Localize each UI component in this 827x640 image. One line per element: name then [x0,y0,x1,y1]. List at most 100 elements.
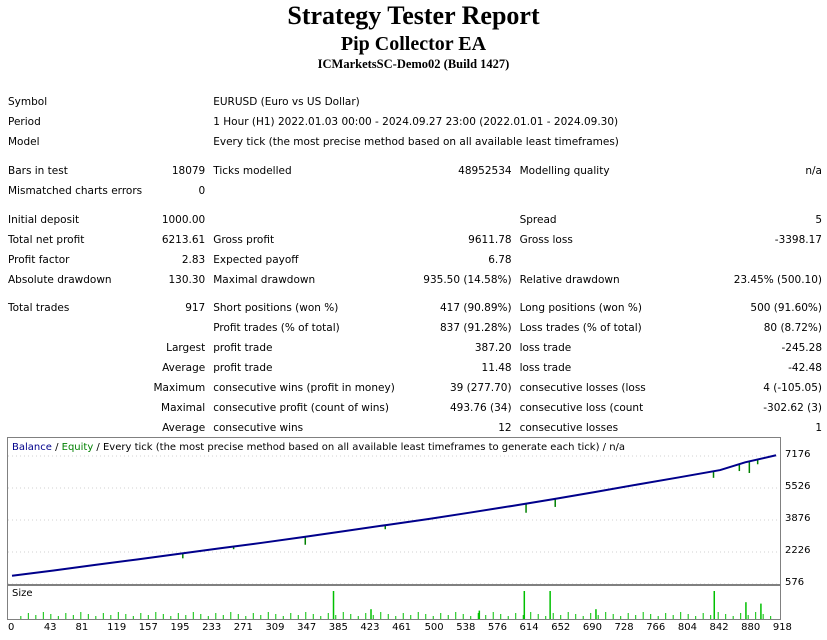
net-profit-label: Total net profit [8,234,85,246]
size-bar [110,615,112,619]
profit-factor-row: Profit factor 2.83 Expected payoff 6.78 [4,250,826,270]
size-bar [713,591,716,619]
size-bar [740,613,742,619]
size-bar [447,615,449,619]
symbol-value: EURUSD (Euro vs US Dollar) [213,96,360,108]
avg-cons-wins-value: 12 [498,422,512,434]
ea-name: Pip Collector EA [340,33,487,55]
mismatch-value: 0 [198,185,206,197]
size-bar [282,616,284,619]
initial-deposit-label: Initial deposit [8,214,80,226]
largest-profit-label: profit trade [213,342,273,354]
profit-factor-label: Profit factor [8,254,70,266]
y-tick-label: 5526 [785,481,811,492]
symbol-row: Symbol EURUSD (Euro vs US Dollar) [4,92,826,112]
size-bar [672,615,674,619]
size-bar [537,614,539,619]
x-tick-label: 195 [170,622,190,633]
loss-trades-label: Loss trades (% of total) [519,322,642,334]
drawdown-row: Absolute drawdown 130.30 Maximal drawdow… [4,270,826,290]
size-bar [380,612,382,619]
size-bar [425,614,427,619]
size-bar [605,612,607,619]
avg-profit-value: 11.48 [481,362,512,374]
size-bar [595,609,597,619]
short-positions-label: Short positions (won %) [213,302,339,314]
size-bar [327,613,329,619]
size-bar [702,613,704,619]
x-tick-label: 614 [519,622,539,633]
size-bar [657,616,659,619]
size-bar [755,612,757,619]
x-tick-label: 500 [424,622,444,633]
largest-label: Largest [166,342,206,354]
x-tick-label: 576 [487,622,507,633]
x-tick-label: 423 [360,622,380,633]
size-bar [590,613,592,619]
long-positions-label: Long positions (won %) [519,302,642,314]
bars-value: 18079 [171,165,206,177]
x-tick-label: 804 [677,622,697,633]
spread-value: 5 [815,214,822,226]
size-bar [350,614,352,619]
legend-sep: / [51,442,62,453]
y-tick-label: 2226 [785,545,811,556]
size-bar [650,614,652,619]
maximal-profit-value: 493.76 (34) [449,402,512,414]
size-bar [155,612,157,619]
size-bar [760,603,762,619]
mismatch-row: Mismatched charts errors 0 [4,181,826,201]
size-bar [522,615,524,619]
spread-label: Spread [519,214,557,226]
size-bar [162,614,164,619]
size-bar [402,613,404,619]
average-label: Average [162,362,206,374]
size-bar [627,613,629,619]
size-bar [65,613,67,619]
expected-payoff-label: Expected payoff [213,254,299,266]
size-bar [320,616,322,619]
size-bar [485,615,487,619]
size-bar [312,614,314,619]
size-bar [635,615,637,619]
size-bar [290,613,292,619]
size-chart-plot [20,591,772,619]
rel-drawdown-value: 23.45% (500.10) [733,274,822,286]
max-cons-wins-value: 39 (277.70) [449,382,512,394]
gross-loss-value: -3398.17 [774,234,822,246]
size-bar [552,613,554,619]
bars-label: Bars in test [8,165,68,177]
x-tick-label: 309 [265,622,285,633]
model-row: Model Every tick (the most precise metho… [4,132,826,152]
size-bar [478,610,481,619]
profit-trades-value: 837 (91.28%) [439,322,512,334]
size-bar [185,615,187,619]
size-bar [42,612,44,619]
size-bar [267,612,269,619]
size-bar [620,616,622,619]
avg-cons-losses-label: consecutive losses [519,422,619,434]
model-value: Every tick (the most precise method base… [213,136,619,148]
size-bar [80,612,82,619]
max-drawdown-value: 935.50 (14.58%) [423,274,512,286]
size-bar [770,616,772,619]
size-bar [305,612,307,619]
size-bar [365,613,367,619]
size-bar [200,614,202,619]
balance-chart: Balance / Equity / Every tick (the most … [7,437,781,585]
x-tick-label: 461 [392,622,412,633]
size-bar [477,613,479,619]
size-bar [140,613,142,619]
size-bar [432,616,434,619]
balance-line [11,454,777,577]
x-tick-label: 157 [138,622,158,633]
size-bar [57,616,59,619]
size-bar [567,612,569,619]
legend-equity: Equity [61,442,94,453]
size-bar [642,612,644,619]
y-tick-label: 3876 [785,513,811,524]
expected-payoff-value: 6.78 [488,254,512,266]
size-bar [612,614,614,619]
long-positions-value: 500 (91.60%) [750,302,822,314]
size-bar [95,616,97,619]
